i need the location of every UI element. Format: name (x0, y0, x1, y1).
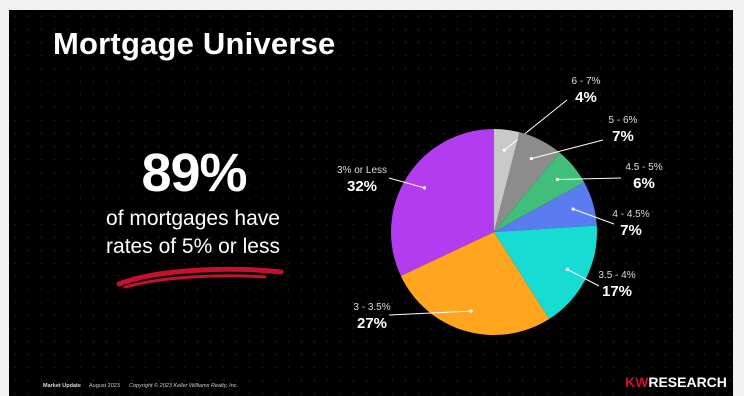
slice-value-3-or-less: 32% (347, 178, 377, 195)
footer-market-update: Market Update (43, 383, 81, 389)
brand-kw: KW (625, 374, 648, 390)
leader-dot-3-5-4 (566, 268, 569, 271)
footer-date: August 2023 (89, 383, 120, 389)
leader-dot-3-or-less (423, 186, 426, 189)
slide: Mortgage Universe 89% of mortgages have … (9, 10, 733, 396)
slice-value-4-4-5: 7% (620, 222, 642, 239)
slice-label-5-6: 5 - 6% (609, 115, 638, 126)
leader-dot-4-4-5 (572, 207, 575, 210)
kw-research-logo: KWRESEARCH (625, 374, 727, 390)
slice-label-4-5-5: 4.5 - 5% (625, 162, 662, 173)
footer-copyright: Copyright © 2023 Keller Williams Realty,… (129, 383, 238, 389)
slice-label-3-5-4: 3.5 - 4% (598, 270, 635, 281)
leader-dot-5-6 (530, 157, 533, 160)
slice-label-4-4-5: 4 - 4.5% (612, 209, 649, 220)
slice-label-6-7: 6 - 7% (572, 76, 601, 87)
leader-dot-3-3-5 (469, 310, 472, 313)
slice-label-3-3-5: 3 - 3.5% (353, 302, 390, 313)
slice-value-3-3-5: 27% (357, 315, 387, 332)
slice-value-6-7: 4% (575, 89, 597, 106)
pie-chart: 6 - 7% 4% 5 - 6% 7% 4.5 - 5% 6% 4 - 4.5% 7% 3.5 … (9, 10, 733, 396)
brand-research: RESEARCH (648, 374, 727, 390)
slice-value-5-6: 7% (612, 128, 634, 145)
leader-dot-6-7 (503, 149, 506, 152)
slice-value-4-5-5: 6% (633, 175, 655, 192)
leader-dot-4-5-5 (556, 178, 559, 181)
slice-value-3-5-4: 17% (602, 283, 632, 300)
slice-label-3-or-less: 3% or Less (337, 165, 387, 176)
